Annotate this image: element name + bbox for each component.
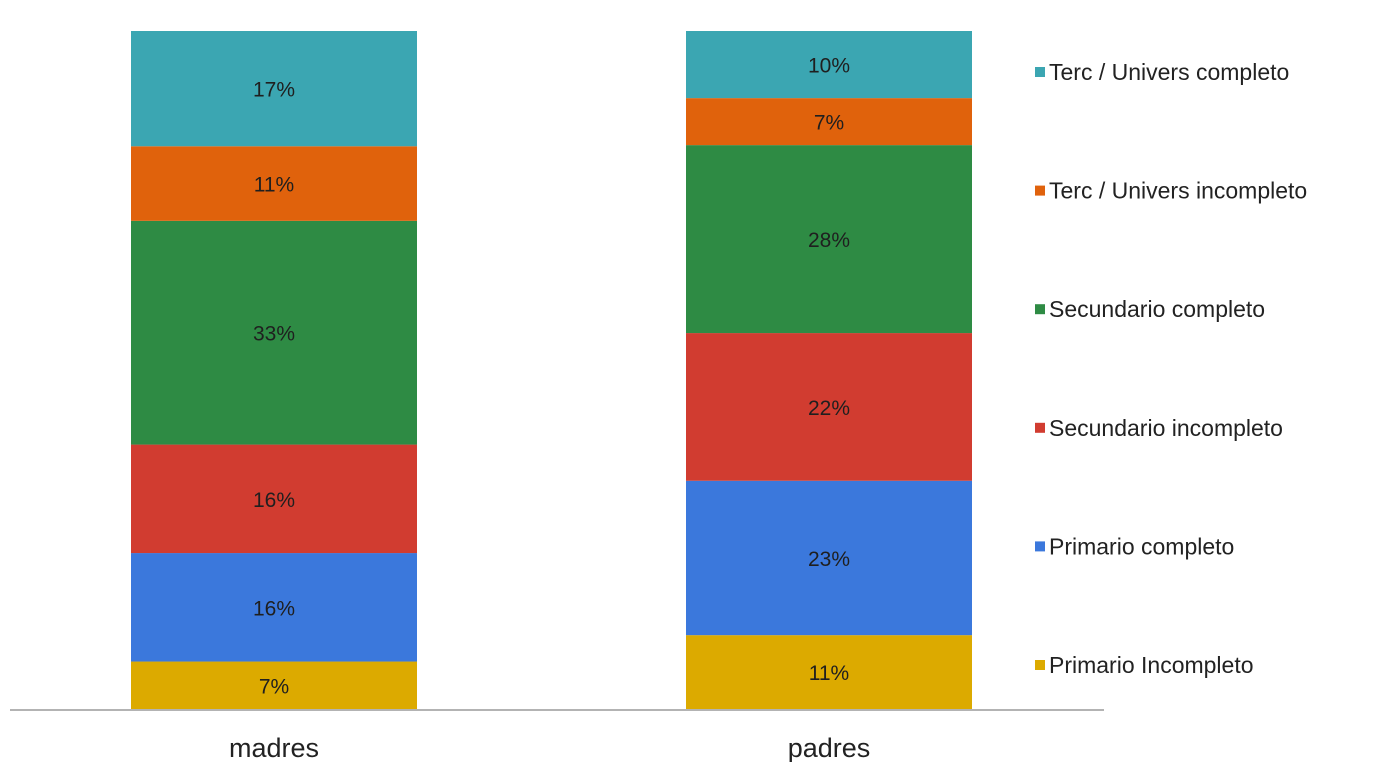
legend-item-primario-completo: Primario completo	[1035, 533, 1234, 559]
legend-swatch-terc-univers-completo	[1035, 67, 1045, 77]
legend-swatch-primario-completo	[1035, 541, 1045, 552]
data-label-padres-terc-univers-completo: 10%	[808, 55, 850, 78]
data-label-padres-secundario-incompleto: 22%	[808, 397, 850, 420]
legend-label-terc-univers-incompleto: Terc / Univers incompleto	[1049, 178, 1307, 204]
data-label-padres-terc-univers-incompleto: 7%	[814, 112, 844, 135]
data-label-madres-primario-incompleto: 7%	[259, 675, 289, 698]
legend-item-primario-incompleto: Primario Incompleto	[1035, 652, 1254, 678]
legend-item-secundario-completo: Secundario completo	[1035, 296, 1265, 322]
legend-swatch-secundario-completo	[1035, 304, 1045, 315]
legend-label-terc-univers-completo: Terc / Univers completo	[1049, 59, 1289, 85]
bar-segment-madres-primario-incompleto	[131, 661, 417, 709]
legend-label-secundario-incompleto: Secundario incompleto	[1049, 415, 1283, 441]
data-label-padres-primario-completo: 23%	[808, 548, 850, 571]
bar-segment-madres-terc-univers-completo	[131, 31, 417, 147]
legend-swatch-secundario-incompleto	[1035, 422, 1045, 433]
bars-group	[131, 31, 972, 709]
data-label-madres-terc-univers-incompleto: 11%	[254, 174, 294, 197]
legend-swatch-terc-univers-incompleto	[1035, 185, 1045, 196]
legend-item-terc-univers-completo: Terc / Univers completo	[1035, 59, 1289, 85]
bar-segment-madres-secundario-completo	[131, 220, 417, 445]
bar-segment-padres-primario-completo	[686, 480, 972, 636]
bar-segment-padres-primario-incompleto	[686, 635, 972, 709]
legend-swatch-primario-incompleto	[1035, 660, 1045, 670]
bar-segment-padres-secundario-incompleto	[686, 333, 972, 481]
legend-item-secundario-incompleto: Secundario incompleto	[1035, 415, 1283, 441]
data-label-madres-secundario-incompleto: 16%	[253, 489, 295, 512]
data-label-padres-primario-incompleto: 11%	[809, 662, 849, 685]
category-label-madres: madres	[229, 733, 319, 762]
bar-segment-padres-secundario-completo	[686, 145, 972, 334]
bar-segment-padres-terc-univers-completo	[686, 31, 972, 99]
data-label-madres-secundario-completo: 33%	[253, 323, 295, 346]
legend-label-primario-incompleto: Primario Incompleto	[1049, 652, 1254, 678]
category-labels-group: madres padres	[229, 733, 870, 762]
bar-segment-padres-terc-univers-incompleto	[686, 98, 972, 146]
legend-label-primario-completo: Primario completo	[1049, 533, 1234, 559]
bar-segment-madres-terc-univers-incompleto	[131, 146, 417, 221]
category-label-padres: padres	[788, 733, 871, 762]
legend-label-secundario-completo: Secundario completo	[1049, 296, 1265, 322]
bar-segment-madres-primario-completo	[131, 553, 417, 662]
data-label-madres-terc-univers-completo: 17%	[253, 79, 295, 102]
data-label-padres-secundario-completo: 28%	[808, 229, 850, 252]
data-labels-group: 7% 16% 16% 33% 11% 17% 11% 23% 22% 28% 7% 10%	[253, 55, 850, 699]
legend-item-terc-univers-incompleto: Terc / Univers incompleto	[1035, 178, 1307, 204]
legend: Terc / Univers completo Terc / Univers in…	[1035, 59, 1307, 678]
data-label-madres-primario-completo: 16%	[253, 597, 295, 620]
bar-segment-madres-secundario-incompleto	[131, 444, 417, 554]
